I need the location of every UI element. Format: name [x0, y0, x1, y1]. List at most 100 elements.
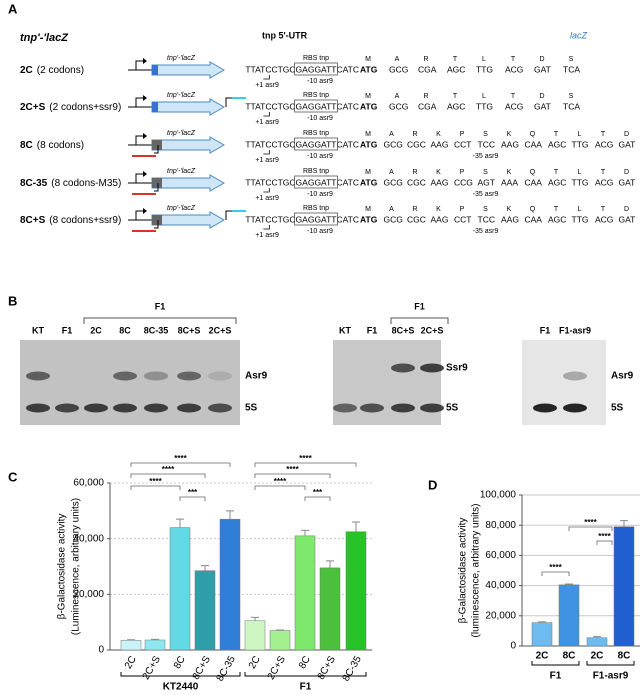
minus10-label: -10 asr9: [307, 115, 333, 122]
codon: CGA: [418, 64, 437, 74]
error-bar: [326, 560, 334, 568]
band: [113, 371, 137, 381]
x-tick-label: 2C+S: [266, 654, 288, 682]
group-label: F1: [550, 671, 562, 682]
band-label: 5S: [245, 403, 258, 414]
utr-seq: CATC: [336, 139, 359, 149]
band: [563, 371, 587, 381]
significance-label: ****: [162, 465, 175, 474]
rbs-box: [294, 175, 338, 189]
amino-acid: D: [624, 206, 629, 213]
significance-bracket: [254, 462, 357, 467]
y-tick-label: 60,000: [73, 478, 104, 489]
group-label: KT2440: [163, 682, 199, 693]
codon: AGC: [548, 139, 566, 149]
amino-acid: T: [554, 131, 559, 138]
codon: GCG: [384, 139, 403, 149]
gene-arrow: [151, 211, 226, 229]
lane-label: F1: [62, 325, 73, 335]
amino-acid: T: [511, 93, 516, 100]
error-bar: [127, 639, 135, 641]
rbs-label: RBS tnp: [303, 92, 329, 99]
construct-name: 8C-35 (8 codons-M35): [20, 178, 121, 189]
band: [55, 403, 79, 413]
amino-acid: M: [365, 169, 371, 176]
codon: ATG: [360, 139, 378, 149]
utr-seq: GAGGATT: [296, 64, 337, 74]
minus10-label: -10 asr9: [307, 191, 333, 198]
amino-acid: D: [624, 131, 629, 138]
tss-arrow: [263, 188, 270, 193]
lane-label: 2C+S: [421, 325, 444, 335]
blot: [522, 340, 606, 425]
codon-block: [152, 178, 162, 188]
x-tick-label: 2C: [536, 651, 549, 662]
lane-label: F1: [540, 325, 551, 335]
significance-label: ****: [286, 465, 299, 474]
construct-name: 8C (8 codons): [20, 140, 84, 151]
codon: AAG: [431, 214, 449, 224]
utr-seq: CATC: [336, 214, 359, 224]
significance-label: ****: [584, 518, 597, 527]
band: [84, 403, 108, 413]
bar: [169, 527, 191, 651]
construct-desc: (2 codons): [37, 65, 84, 76]
amino-acid: L: [482, 93, 486, 100]
x-tick-label: 8C: [172, 654, 188, 671]
tss-arrow: [263, 225, 270, 230]
y-tick-label: 0: [98, 645, 104, 656]
lane-label: F1: [367, 325, 378, 335]
y-tick-label: 60,000: [485, 550, 516, 561]
promoter: [135, 60, 143, 70]
error-bar: [352, 521, 360, 532]
amino-acid: M: [365, 206, 371, 213]
rbs-box: [294, 212, 338, 226]
utr-seq: GAGGATT: [296, 101, 337, 111]
plus1-label: +1 asr9: [255, 232, 279, 239]
significance-bracket: [541, 571, 570, 576]
amino-acid: Q: [530, 131, 536, 138]
lane-label: 8C-35: [144, 325, 169, 335]
amino-acid: A: [389, 131, 394, 138]
x-tick-label: 2C: [123, 654, 139, 671]
promoter: [225, 97, 232, 107]
amino-acid: M: [365, 131, 371, 138]
y-tick-label: 40,000: [485, 580, 516, 591]
y-axis-label: (luminescence, arbitrary units): [471, 504, 482, 638]
bar: [219, 518, 241, 651]
panel-label: A: [8, 1, 18, 16]
significance-label: ***: [313, 488, 323, 497]
codon: GAT: [619, 177, 636, 187]
gene-arrow: [151, 98, 226, 116]
codon: AGC: [548, 177, 566, 187]
band: [177, 371, 201, 381]
rbs-label: RBS tnp: [303, 205, 329, 212]
construct-id: 8C+S: [20, 215, 46, 226]
x-tick-label: 8C+S: [316, 654, 338, 682]
gene-label: tnp'-'lacZ: [167, 130, 196, 137]
rbs-label: RBS tnp: [303, 168, 329, 175]
bar: [294, 535, 316, 651]
band: [420, 403, 444, 413]
error-bar: [151, 638, 159, 640]
promoter: [135, 210, 143, 220]
utr-seq: CATC: [336, 177, 359, 187]
band: [26, 371, 50, 381]
lane-label: 2C: [90, 325, 102, 335]
amino-acid: P: [460, 169, 465, 176]
amino-acid: L: [482, 56, 486, 63]
significance-label: ****: [174, 454, 187, 463]
x-tick-label: 8C+S: [191, 654, 213, 682]
construct-id: 2C: [20, 65, 33, 76]
utr-seq: CATC: [336, 101, 359, 111]
tss-arrow: [263, 112, 270, 117]
x-tick-label: 2C: [591, 651, 604, 662]
amino-acid: K: [507, 206, 512, 213]
amino-acid: S: [483, 206, 488, 213]
codon: GCG: [384, 177, 403, 187]
bar: [345, 531, 367, 651]
gene-arrow: [151, 136, 226, 154]
construct-id: 2C+S: [20, 102, 46, 113]
amino-acid: M: [365, 56, 371, 63]
construct-desc: (2 codons+ssr9): [49, 102, 121, 113]
